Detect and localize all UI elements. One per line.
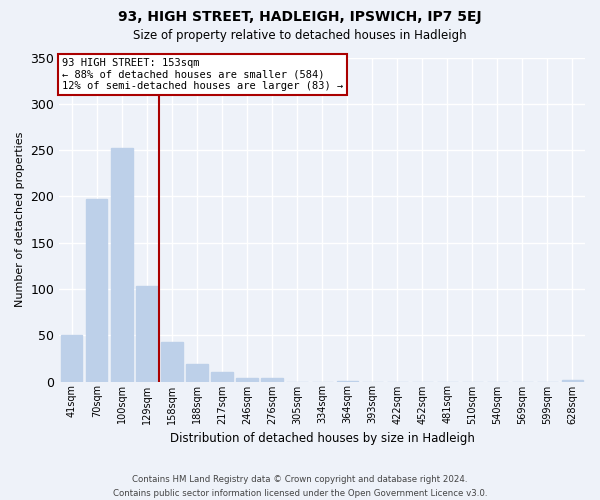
Bar	[211, 372, 233, 382]
Text: Contains HM Land Registry data © Crown copyright and database right 2024.
Contai: Contains HM Land Registry data © Crown c…	[113, 476, 487, 498]
X-axis label: Distribution of detached houses by size in Hadleigh: Distribution of detached houses by size …	[170, 432, 475, 445]
Text: Size of property relative to detached houses in Hadleigh: Size of property relative to detached ho…	[133, 29, 467, 42]
Bar	[136, 286, 158, 382]
Bar	[562, 380, 583, 382]
Bar	[236, 378, 257, 382]
Bar	[61, 335, 82, 382]
Bar	[262, 378, 283, 382]
Text: 93 HIGH STREET: 153sqm
← 88% of detached houses are smaller (584)
12% of semi-de: 93 HIGH STREET: 153sqm ← 88% of detached…	[62, 58, 343, 91]
Bar	[337, 380, 358, 382]
Bar	[86, 199, 107, 382]
Bar	[111, 148, 133, 382]
Text: 93, HIGH STREET, HADLEIGH, IPSWICH, IP7 5EJ: 93, HIGH STREET, HADLEIGH, IPSWICH, IP7 …	[118, 10, 482, 24]
Y-axis label: Number of detached properties: Number of detached properties	[15, 132, 25, 307]
Bar	[161, 342, 182, 382]
Bar	[187, 364, 208, 382]
